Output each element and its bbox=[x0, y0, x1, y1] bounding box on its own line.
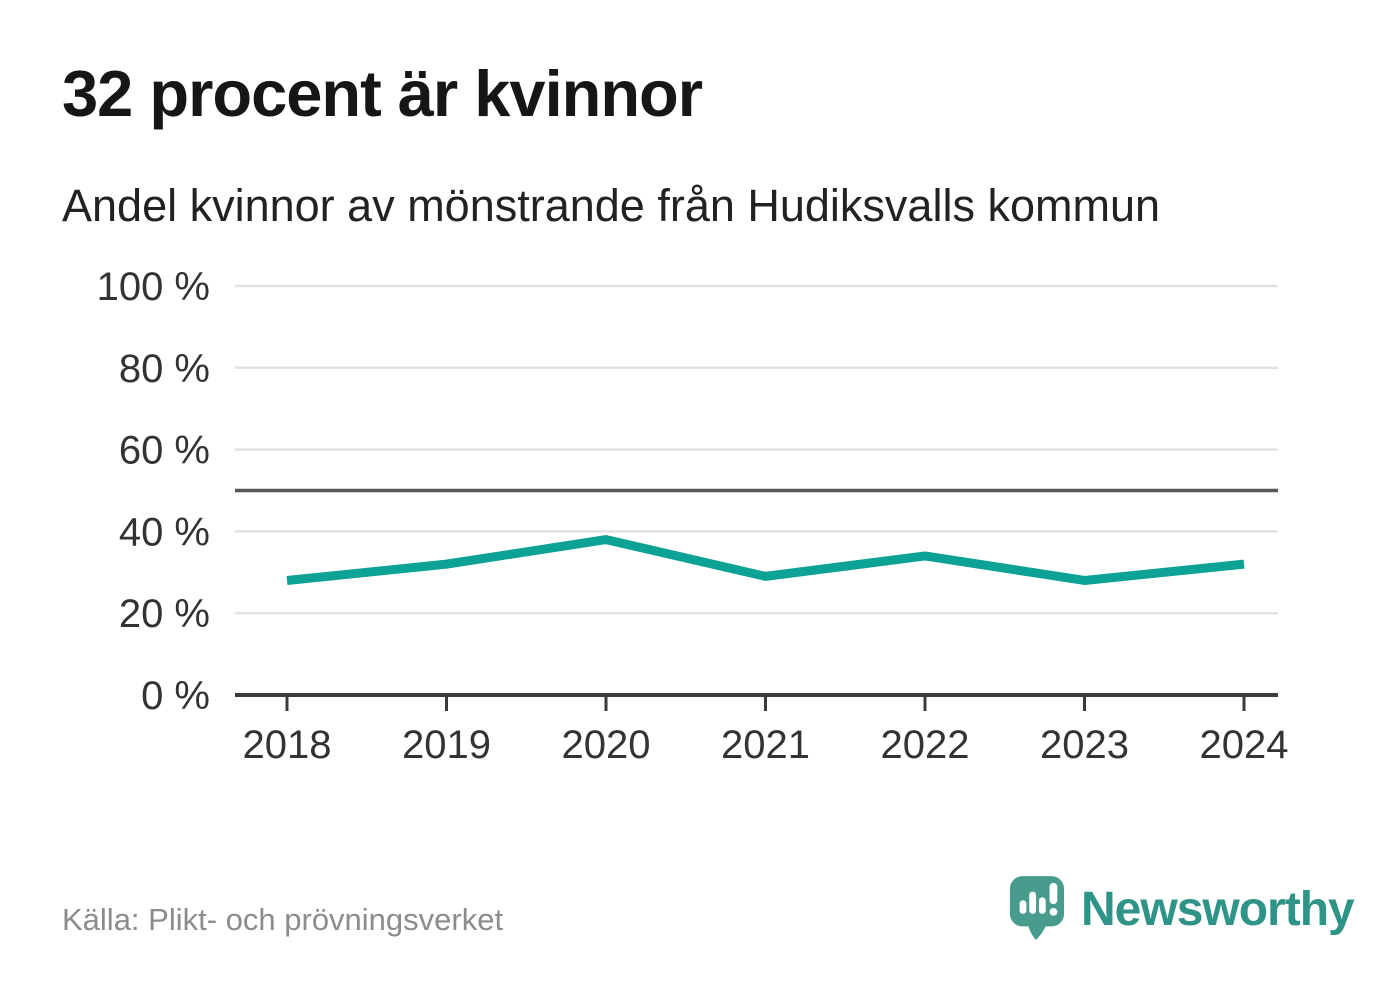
chart-title: 32 procent är kvinnor bbox=[62, 57, 703, 130]
x-tick-label: 2020 bbox=[562, 723, 651, 767]
source-label: Källa: Plikt- och prövningsverket bbox=[62, 902, 504, 937]
x-tick-label: 2024 bbox=[1200, 723, 1289, 767]
y-tick-label: 20 % bbox=[119, 592, 210, 636]
newsworthy-wordmark: Newsworthy bbox=[1081, 883, 1355, 936]
y-tick-label: 80 % bbox=[119, 347, 210, 391]
x-tick-label: 2019 bbox=[402, 723, 491, 767]
x-tick-label: 2018 bbox=[243, 723, 332, 767]
y-tick-label: 40 % bbox=[119, 510, 210, 554]
chart-subtitle: Andel kvinnor av mönstrande från Hudiksv… bbox=[62, 180, 1160, 231]
newsworthy-logo: Newsworthy bbox=[1008, 874, 1355, 944]
data-line bbox=[286, 535, 1245, 585]
y-tick-label: 60 % bbox=[119, 429, 210, 473]
y-tick-label: 100 % bbox=[97, 265, 210, 309]
x-tick-label: 2022 bbox=[881, 723, 970, 767]
newsworthy-logo-icon bbox=[1009, 876, 1065, 940]
x-tick-label: 2023 bbox=[1040, 723, 1129, 767]
y-tick-label: 0 % bbox=[141, 674, 210, 718]
x-tick-label: 2021 bbox=[721, 723, 810, 767]
